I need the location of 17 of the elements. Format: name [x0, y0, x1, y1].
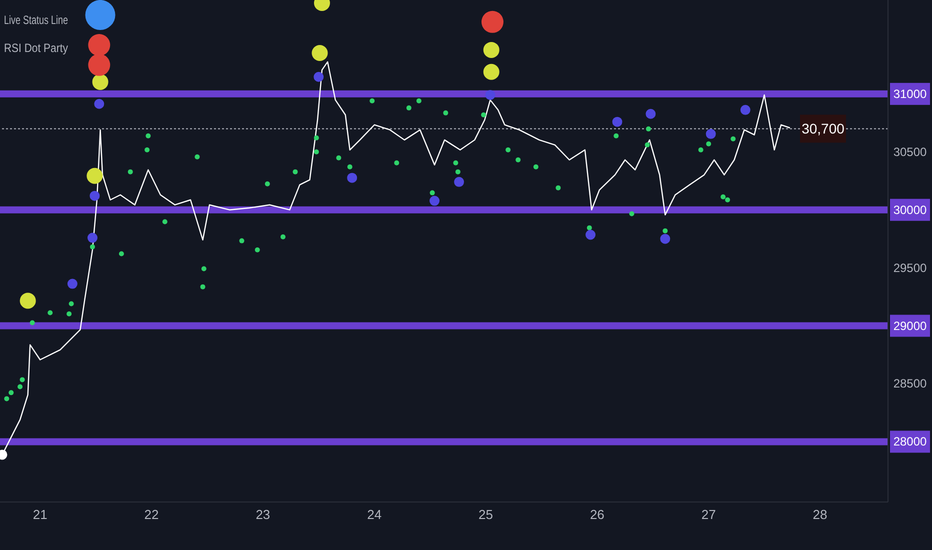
x-tick-label: 23 [256, 507, 270, 522]
x-tick-label: 21 [32, 507, 48, 522]
x-tick-label: 27 [701, 507, 716, 522]
annotation: RSI Dot Party [4, 41, 78, 55]
ref-line-label: 30,700 [802, 120, 845, 137]
y-tick-label: 30000 [893, 202, 928, 217]
x-tick-label: 26 [590, 507, 604, 522]
y-tick-label: 28500 [893, 376, 928, 391]
x-tick-label: 22 [144, 507, 159, 522]
y-tick-label: 31000 [893, 86, 928, 101]
y-tick-label: 28000 [893, 434, 928, 449]
x-tick-label: 28 [812, 507, 828, 522]
x-tick-label: 25 [478, 507, 494, 522]
y-tick-label: 29000 [893, 318, 928, 333]
y-tick-label: 29500 [893, 260, 928, 275]
y-tick-label: 30500 [893, 144, 928, 159]
x-tick-label: 24 [367, 507, 382, 522]
